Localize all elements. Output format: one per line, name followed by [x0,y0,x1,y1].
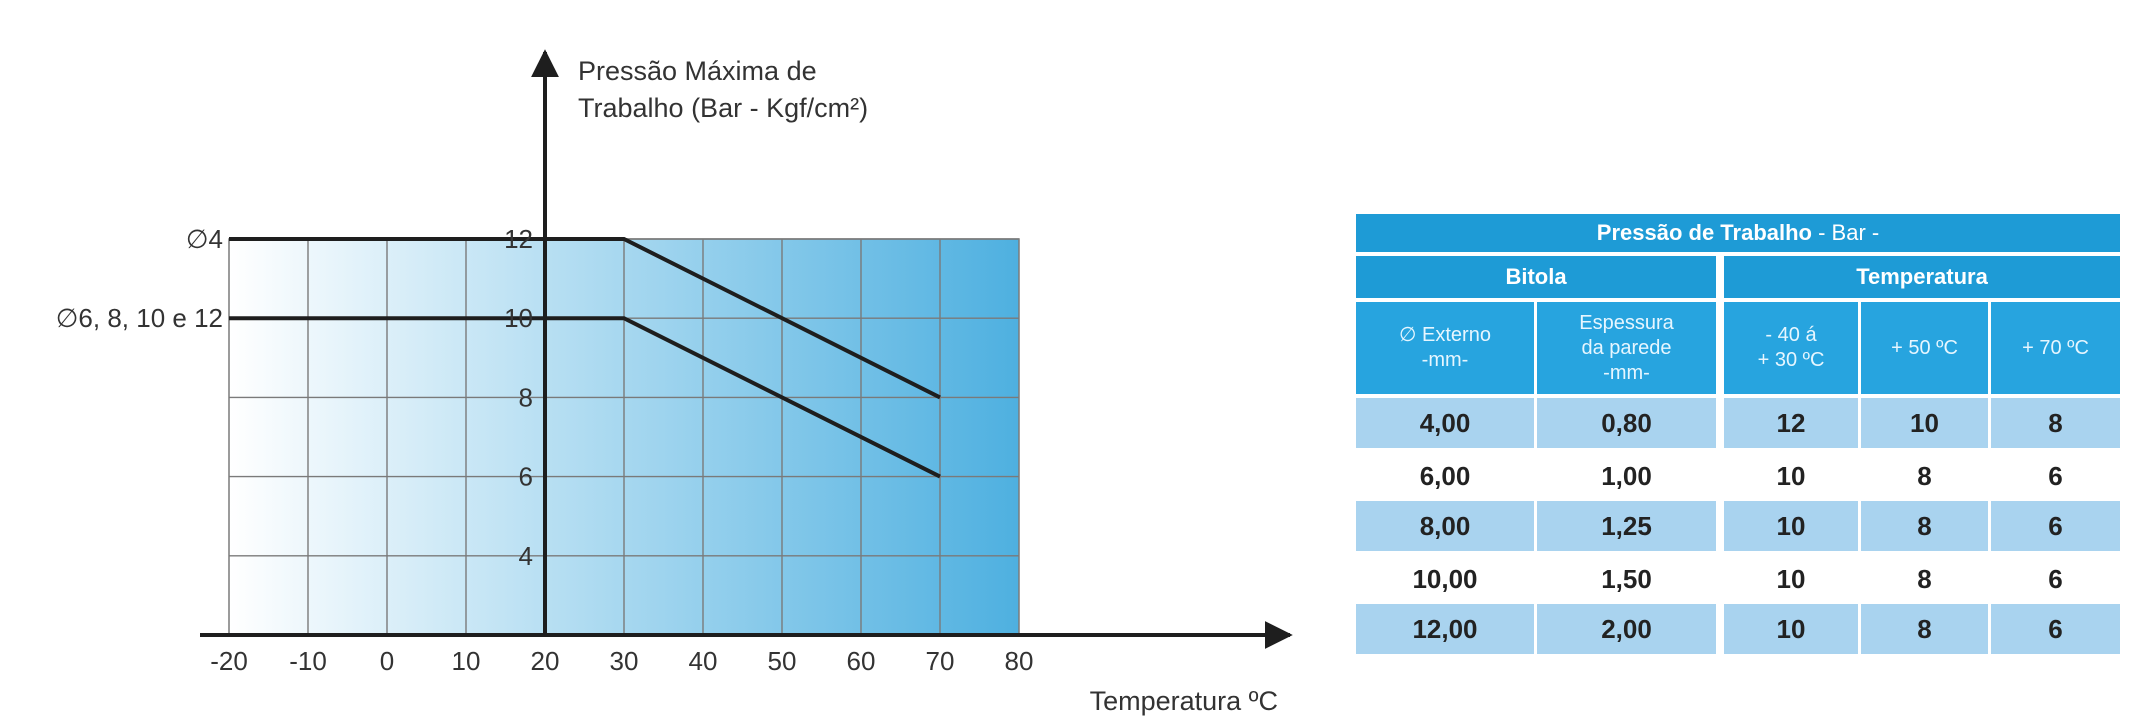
table-cell: 8 [1858,554,1988,604]
column-header-line: -mm- [1603,361,1650,384]
series-line-1 [229,237,941,400]
table-cell: 12 [1716,398,1858,451]
column-header-3: - 40 á + 30 ºC [1716,302,1858,398]
table-cell: 2,00 [1534,604,1716,657]
x-tick-label: 50 [768,646,797,676]
axes [200,49,1293,649]
x-axis-title: Temperatura ºC [1090,686,1278,716]
group-header-temperatura: Temperatura [1716,256,2121,302]
table-cell: 1,00 [1534,451,1716,501]
axis-titles: Pressão Máxima de Trabalho (Bar - Kgf/cm²… [578,56,1278,716]
table-cell: 6 [1988,451,2120,501]
column-header-row: ∅ Externo -mm- Espessura da parede -mm- - 40 … [1356,302,2121,398]
table-cell: 8 [1858,604,1988,657]
x-tick-label: -20 [210,646,248,676]
y-tick-label: 4 [519,541,533,571]
pressure-temperature-chart: -20 -10 0 10 20 30 40 50 60 70 80 4 6 8 10 12 ∅4 ∅6, 8, … [56,49,1293,716]
x-tick-label: 30 [610,646,639,676]
series-lines [229,237,941,479]
table-row: 6,00 1,00 10 8 6 [1356,451,2120,501]
table-row: 10,00 1,50 10 8 6 [1356,554,2120,604]
column-header-line: + 70 ºC [2022,336,2089,359]
column-header-2: Espessura da parede -mm- [1534,302,1716,398]
column-header-4: + 50 ºC [1858,302,1988,398]
column-header-line: -mm- [1421,349,1469,371]
table-row: 12,00 2,00 10 8 6 [1356,604,2121,657]
table-cell: 6 [1988,554,2120,604]
x-tick-label: 80 [1005,646,1034,676]
table-title-unit: - Bar - [1818,220,1880,245]
x-tick-label: 10 [452,646,481,676]
table-cell: 1,50 [1534,554,1716,604]
table-cell: 0,80 [1534,398,1716,451]
series-labels: ∅4 ∅6, 8, 10 e 12 [56,224,223,333]
column-header-line: + 30 ºC [1757,349,1825,371]
column-header-1: ∅ Externo -mm- [1356,302,1534,398]
table-cell: 8 [1988,398,2121,451]
x-tick-label: 20 [531,646,560,676]
x-tick-label: 40 [689,646,718,676]
table-cell: 6,00 [1419,460,1471,491]
x-tick-label: -10 [289,646,327,676]
table-cell: 6 [1988,501,2121,554]
table-cell: 10 [1716,501,1858,554]
table-row: 8,00 1,25 10 8 6 [1356,501,2121,554]
working-pressure-table: Pressão de Trabalho - Bar - Bitola Tempe… [1356,214,2121,657]
x-tick-label: 70 [926,646,955,676]
x-tick-label: 0 [380,646,394,676]
x-tick-label: 60 [847,646,876,676]
y-tick-label: 8 [519,382,533,412]
table-row: 4,00 0,80 12 10 8 [1356,398,2121,451]
table-title-main: Pressão de Trabalho [1596,220,1812,245]
table-cell: 10 [1858,398,1988,451]
y-axis-title: Pressão Máxima de Trabalho (Bar - Kgf/cm²… [578,56,868,123]
column-header-line: Espessura [1579,311,1674,334]
table-cell: 8 [1858,451,1988,501]
tick-labels: -20 -10 0 10 20 30 40 50 60 70 80 4 6 8 10 12 [210,224,1033,676]
column-header-line: + 50 ºC [1891,336,1958,359]
series-line-2 [229,316,941,479]
table-cell: 10 [1716,554,1858,604]
table-body: 4,00 0,80 12 10 8 6,00 1,00 10 8 6 8,00 1,25 10 8 6 10,… [1356,398,2121,657]
series-label-2: ∅6, 8, 10 e 12 [56,303,223,333]
y-tick-label: 12 [504,224,533,254]
table-cell: 6 [1988,604,2121,657]
column-header-5: + 70 ºC [1988,302,2121,398]
table-title: Pressão de Trabalho - Bar - [1356,214,2121,256]
table-cell: 12,00 [1356,604,1534,657]
table-cell: 10 [1716,604,1858,657]
table-cell: 10,00 [1412,563,1478,594]
column-header-line: da parede [1581,336,1672,359]
table-cell: 10 [1716,451,1858,501]
series-label-1: ∅4 [186,224,223,254]
table-cell: 1,25 [1534,501,1716,554]
y-tick-label: 6 [519,462,533,492]
group-header-bitola: Bitola [1356,256,1716,302]
table-cell: 4,00 [1356,398,1534,451]
column-header-line: - 40 á [1765,324,1817,346]
y-tick-label: 10 [504,303,533,333]
table-cell: 8 [1858,501,1988,554]
table-cell: 8,00 [1356,501,1534,554]
column-header-line: ∅ Externo [1399,324,1491,346]
